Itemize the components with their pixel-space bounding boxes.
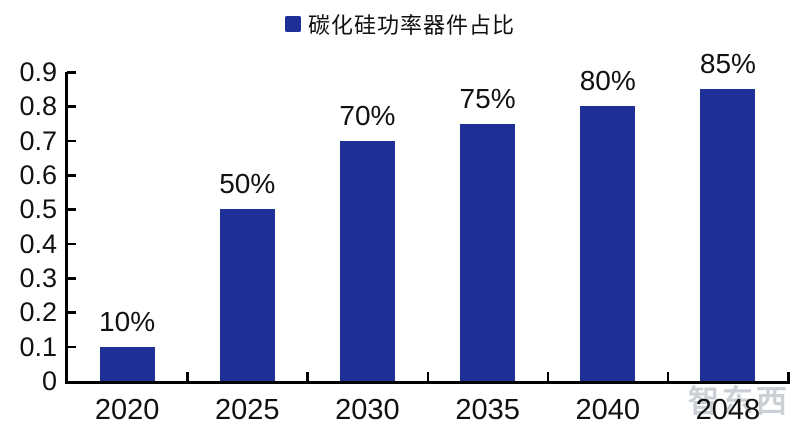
x-axis-tick — [186, 372, 189, 381]
y-tick-label: 0 — [41, 366, 57, 396]
y-tick-label: 0.3 — [19, 263, 57, 293]
x-tick-label: 2035 — [455, 394, 520, 426]
bar — [700, 89, 756, 381]
bar — [99, 346, 155, 381]
x-tick-label: 2048 — [695, 394, 761, 426]
legend: 碳化硅功率器件占比 — [0, 10, 800, 38]
x-axis-tick — [546, 372, 550, 381]
y-axis-tick — [67, 311, 76, 314]
y-tick-label: 0.5 — [19, 194, 57, 225]
y-axis-tick — [67, 208, 76, 211]
y-tick-label: 0.9 — [19, 57, 57, 87]
bar-value-label: 85% — [699, 48, 756, 80]
bar-value-label: 50% — [219, 168, 276, 200]
y-tick-label: 0.8 — [19, 91, 57, 122]
y-axis-tick — [67, 71, 76, 74]
x-axis — [65, 381, 790, 384]
x-axis-tick — [787, 372, 790, 381]
y-tick-label: 0.2 — [19, 297, 57, 328]
x-axis-tick — [426, 372, 429, 381]
bar-value-label: 75% — [459, 82, 516, 114]
bar-value-label: 10% — [99, 305, 156, 337]
x-tick-label: 2020 — [94, 394, 160, 426]
y-axis-tick — [67, 277, 76, 280]
x-axis-tick — [306, 372, 309, 381]
y-axis — [65, 72, 68, 384]
y-axis-tick — [67, 105, 76, 108]
bar — [580, 106, 636, 381]
x-axis-tick — [666, 372, 670, 381]
bar — [460, 123, 516, 381]
y-axis-tick — [67, 242, 76, 246]
y-tick-label: 0.6 — [19, 160, 57, 190]
y-axis-tick — [67, 139, 76, 143]
bar-value-label: 80% — [579, 65, 636, 97]
x-tick-label: 2030 — [335, 394, 400, 426]
legend-marker-icon — [284, 16, 301, 32]
y-tick-label: 0.4 — [19, 228, 57, 259]
bar-value-label: 70% — [339, 99, 396, 131]
x-tick-label: 2025 — [214, 394, 280, 426]
y-axis-tick — [67, 174, 76, 177]
y-tick-label: 0.1 — [19, 331, 57, 362]
y-tick-label: 0.7 — [19, 125, 57, 156]
x-tick-label: 2040 — [575, 394, 640, 426]
bar — [219, 209, 275, 381]
legend-label: 碳化硅功率器件占比 — [307, 13, 515, 38]
watermark: 智东西 — [688, 384, 790, 419]
bar — [339, 140, 395, 381]
y-axis-tick — [67, 345, 76, 349]
